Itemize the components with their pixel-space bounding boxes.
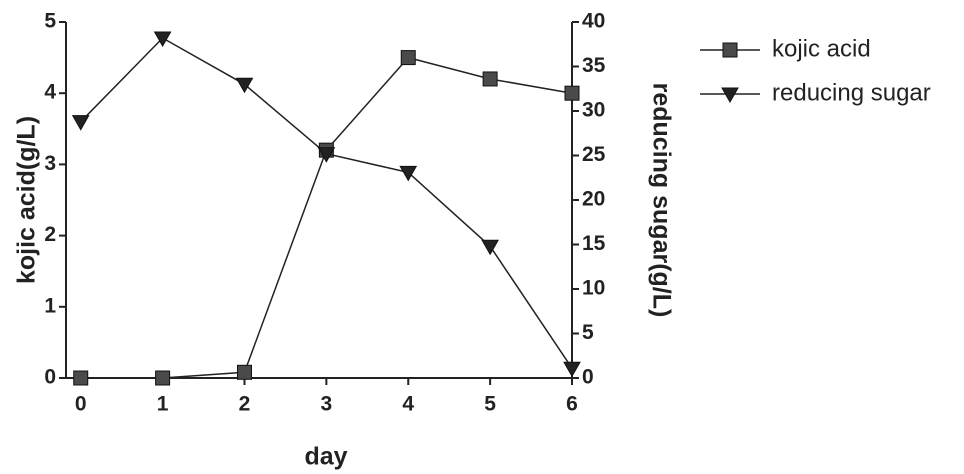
series-line (81, 38, 572, 368)
x-tick-label: 2 (239, 393, 251, 416)
y2-tick-label: 20 (582, 188, 605, 211)
x-axis-label: day (304, 443, 347, 471)
y2-tick-label: 0 (582, 366, 594, 389)
marker (565, 86, 579, 100)
x-tick-label: 6 (566, 393, 578, 416)
y2-tick-label: 35 (582, 54, 606, 77)
series-line (81, 58, 572, 378)
y-axis-label: kojic acid(g/L) (13, 116, 41, 284)
marker (483, 72, 497, 86)
y2-tick-label: 25 (582, 143, 606, 166)
marker (236, 78, 252, 92)
marker (482, 240, 498, 254)
marker (237, 365, 251, 379)
y2-tick-label: 5 (582, 321, 594, 344)
y-tick-label: 0 (44, 366, 56, 389)
legend-marker (723, 43, 737, 57)
legend-label: kojic acid (772, 35, 871, 62)
legend-marker (722, 88, 738, 102)
x-tick-label: 1 (157, 393, 169, 416)
y2-tick-label: 40 (582, 10, 605, 33)
legend-label: reducing sugar (772, 79, 931, 106)
marker (74, 371, 88, 385)
y-tick-label: 1 (44, 294, 56, 317)
marker (564, 362, 580, 376)
y2-tick-label: 30 (582, 99, 605, 122)
chart: kojic acid(g/L) reducing sugar(g/L) day … (0, 0, 964, 474)
x-tick-label: 3 (321, 393, 333, 416)
y2-tick-label: 10 (582, 277, 605, 300)
y-tick-label: 5 (44, 10, 56, 33)
y-tick-label: 4 (44, 81, 56, 104)
y-tick-label: 2 (44, 223, 56, 246)
marker (401, 51, 415, 65)
y2-axis-label: reducing sugar(g/L) (647, 83, 675, 318)
y2-tick-label: 15 (582, 232, 606, 255)
x-tick-label: 4 (402, 393, 414, 416)
x-tick-label: 5 (484, 393, 496, 416)
marker (156, 371, 170, 385)
x-tick-label: 0 (75, 393, 87, 416)
y-tick-label: 3 (44, 152, 56, 175)
marker (73, 116, 89, 130)
